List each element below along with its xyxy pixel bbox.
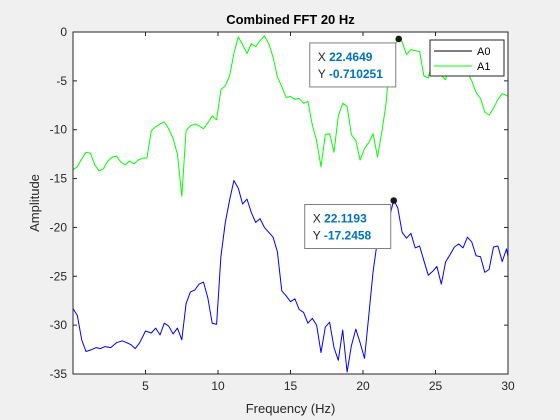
datatips: X 22.4649 Y -0.710251 X 22.1193 Y -17.2458 bbox=[304, 35, 403, 250]
x-tick-label: 15 bbox=[284, 379, 298, 393]
datatip-x-value: 22.4649 bbox=[329, 50, 373, 64]
datatip-marker[interactable] bbox=[390, 197, 398, 204]
x-tick-label: 5 bbox=[142, 379, 149, 393]
y-tick-label: -25 bbox=[50, 269, 68, 283]
x-tick-label: 25 bbox=[429, 379, 443, 393]
y-tick-label: -10 bbox=[50, 123, 68, 137]
y-tick-label: -20 bbox=[50, 220, 68, 234]
datatip-x-value: 22.1193 bbox=[324, 212, 367, 226]
chart-title: Combined FFT 20 Hz bbox=[226, 12, 355, 27]
datatip-y-value: -0.710251 bbox=[329, 67, 383, 81]
x-axis-label: Frequency (Hz) bbox=[246, 401, 336, 416]
legend-label-a0: A0 bbox=[477, 46, 490, 58]
datatip-box bbox=[304, 204, 392, 250]
legend-box bbox=[429, 39, 505, 77]
x-tick-label: 20 bbox=[356, 379, 370, 393]
legend-label-a1: A1 bbox=[477, 61, 490, 73]
datatip-x-label: X 22.4649 bbox=[318, 50, 373, 64]
datatip-box bbox=[309, 42, 397, 88]
y-tick-label: -15 bbox=[50, 172, 68, 186]
datatip-1[interactable]: X 22.4649 Y -0.710251 bbox=[309, 35, 403, 88]
y-tick-label: -5 bbox=[56, 74, 67, 88]
datatip-y-value: -17.2458 bbox=[324, 229, 372, 243]
axis-ticks: 5 10 15 20 25 30 0 -5 -10 -15 -20 -25 -30 -35 bbox=[50, 25, 515, 393]
datatip-y-label: Y -0.710251 bbox=[318, 67, 383, 81]
datatip-y-label: Y -17.2458 bbox=[313, 229, 372, 243]
axes-background bbox=[73, 32, 508, 374]
series-line-a0 bbox=[72, 180, 509, 373]
datatip-marker[interactable] bbox=[395, 35, 403, 43]
y-tick-label: 0 bbox=[60, 25, 67, 39]
y-tick-label: -30 bbox=[50, 318, 68, 332]
y-tick-label: -35 bbox=[50, 367, 68, 381]
x-tick-label: 30 bbox=[501, 379, 515, 393]
datatip-x-label: X 22.1193 bbox=[313, 212, 367, 226]
x-tick-label: 10 bbox=[211, 379, 225, 393]
y-axis-label: Amplitude bbox=[27, 174, 42, 232]
datatip-2[interactable]: X 22.1193 Y -17.2458 bbox=[304, 197, 398, 250]
